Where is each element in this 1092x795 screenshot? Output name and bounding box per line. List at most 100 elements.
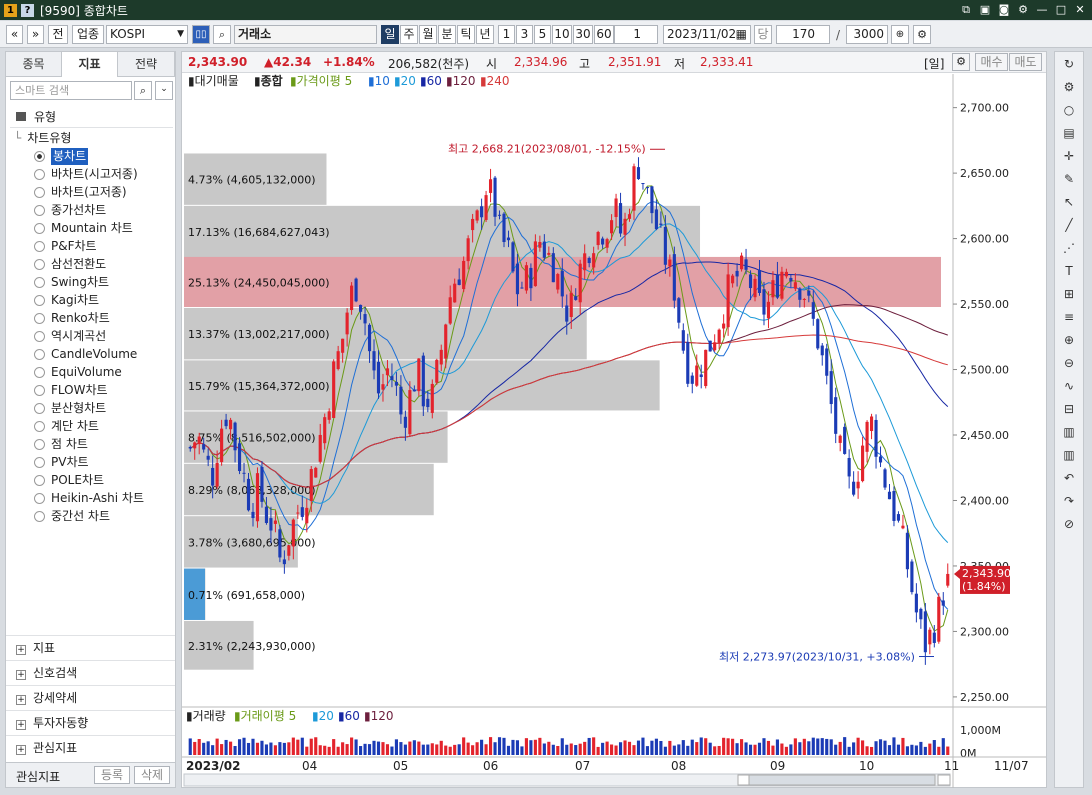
smart-search-input[interactable]: 스마트 검색 xyxy=(10,81,132,100)
radio-icon[interactable] xyxy=(34,439,45,450)
period-button-1[interactable]: 주 xyxy=(400,25,418,44)
chart-type-item[interactable]: Mountain 차트 xyxy=(34,220,133,237)
register-button[interactable]: 등록 xyxy=(94,766,130,784)
tab-indicator[interactable]: 지표 xyxy=(62,52,118,77)
group-item[interactable]: + 투자자동향 xyxy=(6,710,175,734)
chart-type-item[interactable]: 삼선전환도 xyxy=(34,256,106,273)
redo-icon[interactable]: ↷ xyxy=(1063,494,1075,508)
refresh-icon[interactable]: ↻ xyxy=(1063,57,1075,71)
calendar-icon[interactable]: ▦ xyxy=(735,27,747,41)
chart-type-item[interactable]: P&F차트 xyxy=(34,238,97,255)
camera-icon[interactable]: ◙ xyxy=(998,3,1010,16)
chart-type-item[interactable]: FLOW차트 xyxy=(34,382,108,399)
radio-icon[interactable] xyxy=(34,349,45,360)
price-chart[interactable]: ▮대기매물 ▮종합 ▮가격이평 5 ▮10 ▮20 ▮60 ▮120 ▮240 2,700.00… xyxy=(182,74,1046,788)
radio-icon[interactable] xyxy=(34,169,45,180)
help-icon[interactable]: ? xyxy=(21,3,34,17)
front-button[interactable]: 전 xyxy=(48,25,68,44)
group-header[interactable]: 유형 xyxy=(10,106,173,128)
interval-button-5[interactable]: 60 xyxy=(594,25,614,44)
chart-type-item[interactable]: 종가선차트 xyxy=(34,202,106,219)
chart-type-item[interactable]: PV차트 xyxy=(34,454,89,471)
period-button-4[interactable]: 틱 xyxy=(457,25,475,44)
save-icon[interactable]: ▣ xyxy=(979,3,991,16)
radio-icon[interactable] xyxy=(34,187,45,198)
radio-icon[interactable] xyxy=(34,331,45,342)
market-select[interactable]: KOSPI ▼ xyxy=(106,25,188,44)
group-item[interactable]: + 지표 xyxy=(6,635,175,659)
pen-icon[interactable]: ✎ xyxy=(1063,172,1075,186)
grid-icon[interactable]: ⊟ xyxy=(1063,402,1075,416)
undo-icon[interactable]: ↶ xyxy=(1063,471,1075,485)
tab-strategy[interactable]: 전략 xyxy=(118,52,175,77)
collapse-icon[interactable]: ⌄ xyxy=(155,81,173,100)
exchange-field[interactable]: 거래소 xyxy=(234,25,377,44)
zoom-out-icon[interactable]: ⊖ xyxy=(1063,356,1075,370)
wave-icon[interactable]: ∿ xyxy=(1063,379,1075,393)
radio-icon[interactable] xyxy=(34,493,45,504)
chart-type-item[interactable]: 계단 차트 xyxy=(34,418,99,435)
settings-icon[interactable]: ⚙ xyxy=(1018,3,1028,16)
scroll-right-button[interactable] xyxy=(937,774,951,786)
radio-icon[interactable] xyxy=(34,223,45,234)
delete-button[interactable]: 삭제 xyxy=(134,766,170,784)
period-button-0[interactable]: 일 xyxy=(381,25,399,44)
auto-line-icon[interactable]: ⋰ xyxy=(1063,241,1075,255)
radio-icon[interactable] xyxy=(34,313,45,324)
radio-icon[interactable] xyxy=(34,205,45,216)
chart-type-item[interactable]: Heikin-Ashi 차트 xyxy=(34,490,144,507)
interval-button-0[interactable]: 1 xyxy=(498,25,515,44)
period-button-3[interactable]: 분 xyxy=(438,25,456,44)
link-icon[interactable]: ⧉ xyxy=(962,3,970,16)
time-scrollbar[interactable] xyxy=(183,773,951,787)
zoom-icon[interactable]: ⊕ xyxy=(891,25,909,44)
prev-button[interactable]: « xyxy=(6,25,23,44)
next-button[interactable]: » xyxy=(27,25,44,44)
date-field[interactable]: 2023/11/02 ▦ xyxy=(663,25,751,44)
tab-stock[interactable]: 종목 xyxy=(6,52,62,77)
pattern-icon[interactable]: ⊞ xyxy=(1063,287,1075,301)
chart-type-item[interactable]: 점 차트 xyxy=(34,436,88,453)
interval-button-4[interactable]: 30 xyxy=(573,25,593,44)
radio-icon[interactable] xyxy=(34,295,45,306)
gear-icon[interactable]: ⚙ xyxy=(1063,80,1075,94)
chart-type-item[interactable]: 분산형차트 xyxy=(34,400,106,417)
code-icon[interactable]: ▯▯ xyxy=(192,25,210,44)
zoom-in-icon[interactable]: ⊕ xyxy=(1063,333,1075,347)
interval-button-3[interactable]: 10 xyxy=(552,25,572,44)
text-icon[interactable]: T xyxy=(1065,264,1073,278)
radio-icon[interactable] xyxy=(34,259,45,270)
period-button-5[interactable]: 년 xyxy=(476,25,494,44)
chart-type-item[interactable]: 바차트(시고저종) xyxy=(34,166,138,183)
radio-icon[interactable] xyxy=(34,277,45,288)
crosshair-icon[interactable]: ✛ xyxy=(1063,149,1075,163)
chart-type-item[interactable]: 바차트(고저종) xyxy=(34,184,127,201)
minimize-button[interactable]: — xyxy=(1036,3,1048,16)
chart-type-item[interactable]: EquiVolume xyxy=(34,364,122,381)
search-icon[interactable]: ⌕ xyxy=(213,25,231,44)
dang-button[interactable]: 당 xyxy=(754,25,772,44)
count-select[interactable]: 1 xyxy=(614,25,658,44)
scroll-left-button[interactable] xyxy=(737,774,751,786)
chart-icon[interactable]: ▤ xyxy=(1063,126,1075,140)
clear-icon[interactable]: ⊘ xyxy=(1063,517,1075,531)
bars2-icon[interactable]: ▥ xyxy=(1063,448,1075,462)
bars-stepper[interactable]: 170 xyxy=(776,25,830,44)
chart-type-item[interactable]: CandleVolume xyxy=(34,346,137,363)
chart-type-item[interactable]: 역시계곡선 xyxy=(34,328,106,345)
chart-type-item[interactable]: Kagi차트 xyxy=(34,292,99,309)
gear-icon[interactable]: ⚙ xyxy=(913,25,931,44)
fibonacci-icon[interactable]: ≡ xyxy=(1063,310,1075,324)
line-icon[interactable]: ╱ xyxy=(1065,218,1073,232)
total-field[interactable]: 3000 xyxy=(846,25,888,44)
group-item[interactable]: + 관심지표 xyxy=(6,735,175,759)
group-item[interactable]: + 신호검색 xyxy=(6,660,175,684)
radio-icon[interactable] xyxy=(34,421,45,432)
scroll-thumb[interactable] xyxy=(748,774,936,786)
radio-icon[interactable] xyxy=(34,385,45,396)
radio-icon[interactable] xyxy=(34,511,45,522)
radio-icon[interactable] xyxy=(34,475,45,486)
maximize-button[interactable]: □ xyxy=(1055,3,1067,16)
chart-type-item[interactable]: POLE차트 xyxy=(34,472,104,489)
chart-type-item[interactable]: Swing차트 xyxy=(34,274,109,291)
